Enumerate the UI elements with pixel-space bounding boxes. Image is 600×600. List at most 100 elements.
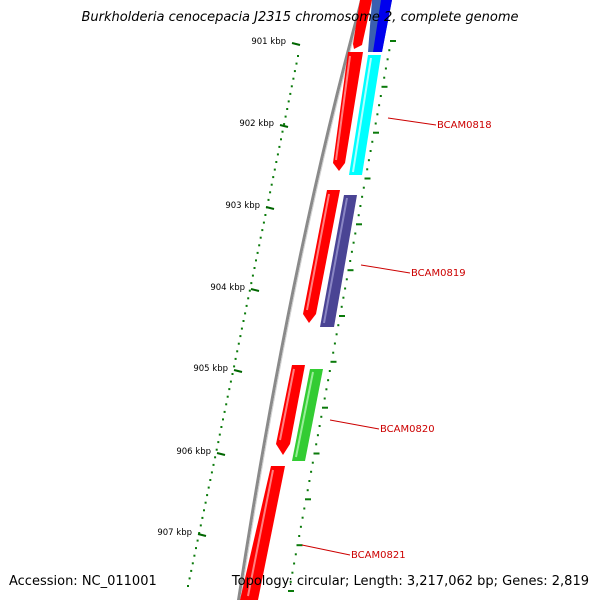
track-dot <box>220 426 223 428</box>
track-dash <box>291 571 294 574</box>
track-dot <box>253 267 256 269</box>
track-dot <box>273 168 276 171</box>
track-dot <box>201 516 204 519</box>
track-dash <box>320 415 323 418</box>
track-dot <box>199 524 202 527</box>
track-dot <box>204 501 207 504</box>
track-dot <box>223 410 226 413</box>
track-dash <box>369 150 372 152</box>
track-dot <box>229 380 232 383</box>
track-dash <box>390 40 396 42</box>
track-dash <box>303 507 306 510</box>
gene-block-blue-inner <box>373 0 392 52</box>
svg-text:BCAM0821: BCAM0821 <box>351 550 406 561</box>
chromosome-backbone <box>237 0 364 600</box>
track-dash <box>325 388 328 391</box>
chromosome-backbone-highlight <box>240 0 365 600</box>
track-dash <box>361 195 364 198</box>
track-dot <box>270 183 273 186</box>
track-dot <box>190 569 193 572</box>
gene-label-bcam0818[interactable]: BCAM0818 <box>387 117 492 131</box>
gene-label-bcam0819[interactable]: BCAM0819 <box>360 264 466 279</box>
tick-label: 905 kbp <box>193 364 228 374</box>
track-dot <box>284 115 287 118</box>
track-dash <box>366 168 369 171</box>
track-dash <box>327 379 330 382</box>
track-dash <box>315 443 318 446</box>
tick-904: 904 kbp <box>210 283 260 293</box>
cds-arrow <box>276 365 305 455</box>
accession-label: Accession: NC_011001 <box>9 574 157 589</box>
track-dash <box>298 535 301 537</box>
gene-label-bcam0821[interactable]: BCAM0821 <box>301 544 406 561</box>
track-dash <box>316 434 319 437</box>
track-dash <box>311 461 314 464</box>
svg-text:BCAM0820: BCAM0820 <box>380 424 435 435</box>
track-dot <box>290 85 293 88</box>
track-dot <box>272 176 275 179</box>
track-dot <box>236 350 239 353</box>
track-dot <box>228 388 231 391</box>
track-dot <box>195 547 197 550</box>
track-dot <box>242 320 245 322</box>
track-dot <box>255 259 257 262</box>
track-dash <box>328 370 331 372</box>
track-dot <box>248 289 251 292</box>
track-dash <box>383 76 386 79</box>
track-dot <box>293 70 296 73</box>
track-dot <box>256 251 259 254</box>
track-dot <box>278 145 281 148</box>
track-dot <box>217 441 220 444</box>
track-dot <box>234 357 237 360</box>
cds-arrow <box>333 52 363 171</box>
tick-dot-track <box>187 55 299 587</box>
track-dash <box>301 516 304 519</box>
track-dot <box>207 486 210 489</box>
track-dot <box>276 153 279 156</box>
track-dash <box>306 489 309 492</box>
track-dot <box>206 494 209 497</box>
track-dash <box>337 324 340 327</box>
track-dot <box>215 448 218 451</box>
track-dot <box>237 342 240 345</box>
track-dash <box>359 205 362 207</box>
track-dot <box>191 562 194 565</box>
track-dash <box>340 305 343 308</box>
track-dot <box>231 373 234 375</box>
track-dot <box>233 365 236 368</box>
track-dot <box>214 456 217 459</box>
track-dash <box>352 241 355 244</box>
track-dash <box>299 525 302 528</box>
track-dash <box>356 223 362 226</box>
track-dash <box>310 470 313 473</box>
track-dash <box>323 397 326 400</box>
track-dot <box>212 463 215 466</box>
track-dash <box>371 140 374 143</box>
cds-arrow <box>240 466 285 600</box>
track-dot <box>267 198 270 201</box>
svg-text:BCAM0818: BCAM0818 <box>437 120 492 131</box>
track-dash <box>376 113 379 116</box>
tick-907: 907 kbp <box>157 528 207 538</box>
track-dot <box>187 585 189 587</box>
tick-905: 905 kbp <box>193 364 243 374</box>
tick-label: 907 kbp <box>157 528 192 538</box>
gene-label-bcam0820[interactable]: BCAM0820 <box>329 419 435 435</box>
tick-906: 906 kbp <box>176 447 226 457</box>
track-dot <box>289 92 292 95</box>
track-dash <box>296 544 303 547</box>
track-dash <box>378 104 381 107</box>
track-dash <box>364 177 371 180</box>
track-dot <box>281 130 284 133</box>
track-dash <box>373 131 379 134</box>
tick-label: 903 kbp <box>225 201 260 211</box>
track-dot <box>209 479 212 481</box>
track-dash <box>344 287 347 290</box>
track-dot <box>286 108 289 110</box>
track-dot <box>261 229 264 232</box>
track-dot <box>245 304 248 307</box>
track-dot <box>198 532 201 534</box>
track-dot <box>250 282 253 285</box>
track-dash <box>362 186 365 189</box>
